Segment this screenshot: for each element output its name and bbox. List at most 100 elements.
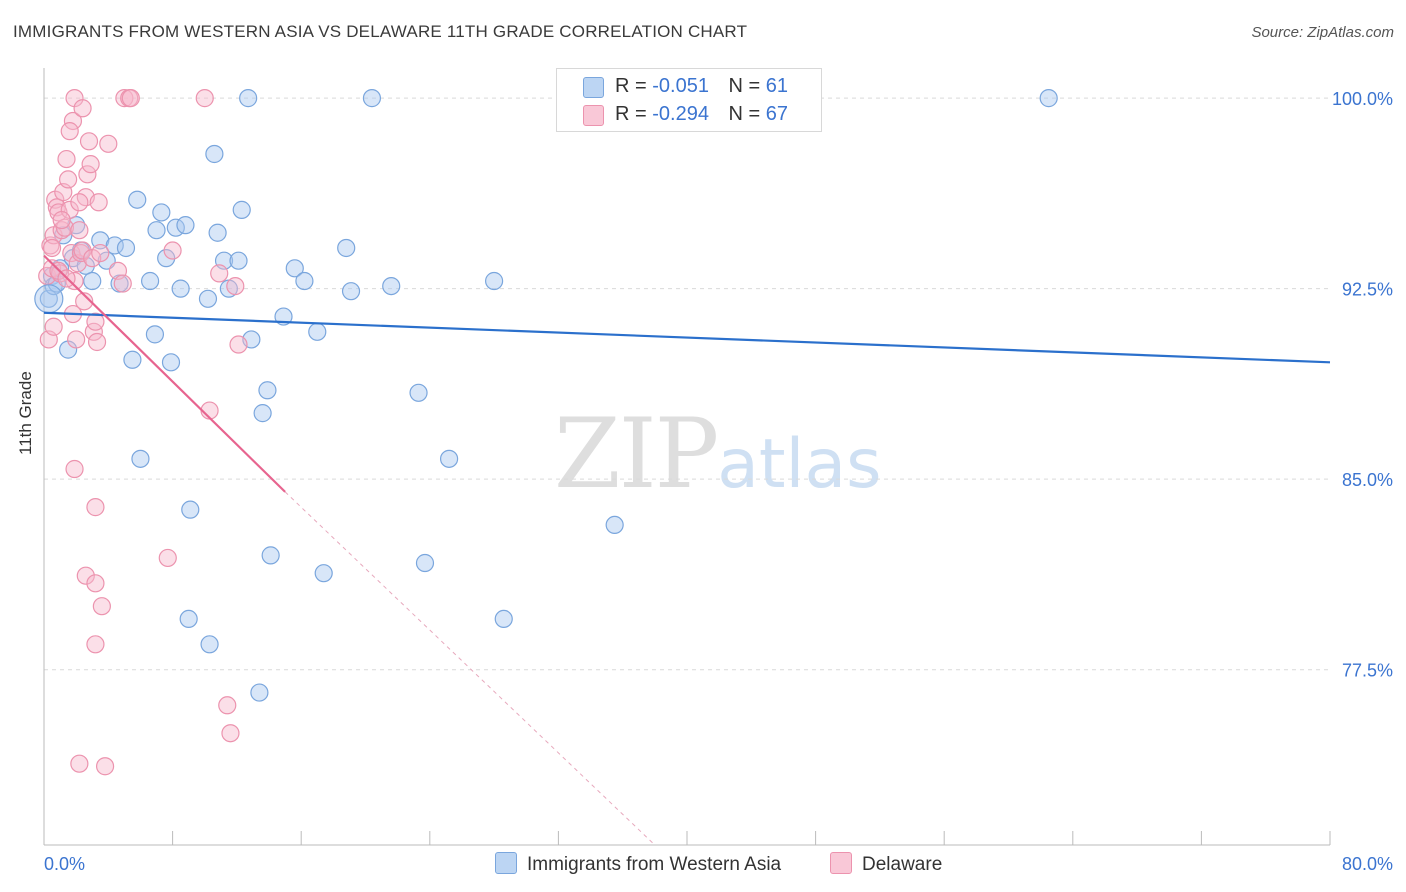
n-value: 67 [765, 103, 789, 125]
pink-data-point [73, 241, 92, 260]
blue-data-point [253, 404, 272, 423]
y-tick-label: 92.5% [1342, 280, 1393, 300]
chart-title: IMMIGRANTS FROM WESTERN ASIA VS DELAWARE… [13, 22, 748, 41]
watermark-atlas: atlas [717, 425, 882, 504]
blue-data-point [179, 609, 198, 628]
blue-data-point [308, 322, 327, 341]
blue-data-point [285, 259, 304, 278]
blue-data-point [208, 223, 227, 242]
n-label: N = [728, 103, 761, 125]
blue-data-point [67, 216, 86, 235]
blue-data-point [83, 271, 102, 291]
pink-data-point [87, 332, 107, 352]
pink-data-point [57, 149, 76, 169]
pink-data-point [70, 221, 89, 240]
blue-data-point [229, 251, 248, 270]
blue-data-point [105, 236, 124, 255]
pink-data-point [52, 221, 71, 240]
blue-data-point [147, 221, 166, 240]
blue-data-point [362, 89, 382, 108]
blue-data-point [250, 683, 269, 702]
blue-data-point [232, 200, 251, 219]
pink-data-point [121, 89, 140, 108]
blue-data-point [161, 353, 181, 372]
source-credit: Source: ZipAtlas.com [1251, 24, 1394, 41]
blue-data-point [145, 325, 165, 344]
pink-data-point [81, 155, 100, 174]
pink-data-point [67, 330, 86, 349]
pink-data-point [99, 134, 118, 153]
blue-data-point [382, 277, 401, 296]
blue-data-point [258, 381, 277, 400]
x-tick-label: 0.0% [44, 854, 85, 874]
blue-swatch [583, 77, 604, 98]
r-value: -0.051 [652, 75, 709, 97]
blue-data-point [97, 251, 116, 270]
blue-data-point [140, 271, 160, 291]
blue-data-point [409, 383, 428, 402]
blue-data-point [485, 271, 504, 291]
blue-data-point [295, 271, 314, 291]
pink-data-point [91, 243, 110, 263]
n-label: N = [728, 75, 761, 97]
blue-data-point [494, 609, 513, 628]
y-tick-label: 85.0% [1342, 470, 1393, 490]
x-tick-label: 80.0% [1342, 854, 1393, 874]
pink-data-point [79, 132, 99, 151]
pink-data-point [60, 122, 79, 141]
pink-data-point [42, 238, 62, 258]
legend-label: Delaware [862, 854, 943, 875]
blue-data-point [314, 564, 333, 583]
pink-data-point [92, 597, 111, 616]
blue-trend-line [43, 311, 1331, 364]
pink-data-point [221, 724, 240, 743]
blue-data-point [181, 500, 200, 519]
blue-data-point [200, 635, 219, 654]
r-label: R = [615, 75, 647, 97]
blue-data-point [198, 289, 218, 308]
blue-data-point [261, 546, 280, 565]
pink-data-point [195, 89, 214, 108]
watermark-zip: ZIP [554, 398, 719, 510]
pink-trend-extension [284, 491, 656, 846]
pink-data-point [218, 696, 237, 715]
blue-data-point [91, 231, 110, 250]
pink-data-point [70, 193, 89, 212]
pink-data-point [86, 498, 105, 517]
pink-data-point [86, 635, 105, 654]
watermark: ZIPatlas [554, 398, 882, 510]
blue-data-point [1039, 89, 1058, 108]
pink-data-point [52, 210, 71, 230]
blue-data-point [34, 284, 64, 314]
legend-item-delaware[interactable]: Delaware [830, 852, 942, 876]
pink-data-point [113, 274, 132, 293]
pink-data-point [59, 170, 78, 189]
blue-data-point [157, 249, 176, 268]
pink-data-point [163, 241, 182, 260]
blue-data-point [205, 144, 224, 164]
pink-data-point [210, 264, 229, 283]
blue-data-point [415, 553, 435, 573]
pink-swatch [830, 852, 852, 874]
pink-data-point [229, 335, 248, 354]
pink-data-point [115, 89, 134, 108]
pink-data-point [89, 193, 108, 212]
pink-data-point [76, 566, 95, 585]
pink-data-point [63, 111, 83, 131]
blue-data-point [337, 238, 356, 258]
blue-data-point [239, 89, 258, 108]
blue-data-point [128, 190, 147, 209]
blue-data-point [439, 449, 459, 468]
blue-data-point [341, 282, 361, 301]
pink-trend-line [43, 254, 286, 493]
y-tick-label: 100.0% [1332, 89, 1393, 109]
blue-data-point [176, 216, 195, 235]
pink-data-point [70, 754, 89, 773]
stats-legend: R = -0.051 N = 61 R = -0.294 N = 67 [556, 68, 822, 132]
r-value: -0.294 [652, 103, 709, 125]
legend-item-western-asia[interactable]: Immigrants from Western Asia [495, 852, 781, 876]
r-label: R = [615, 103, 647, 125]
pink-data-point [78, 165, 97, 184]
pink-data-point [226, 277, 245, 296]
blue-data-point [171, 279, 190, 298]
